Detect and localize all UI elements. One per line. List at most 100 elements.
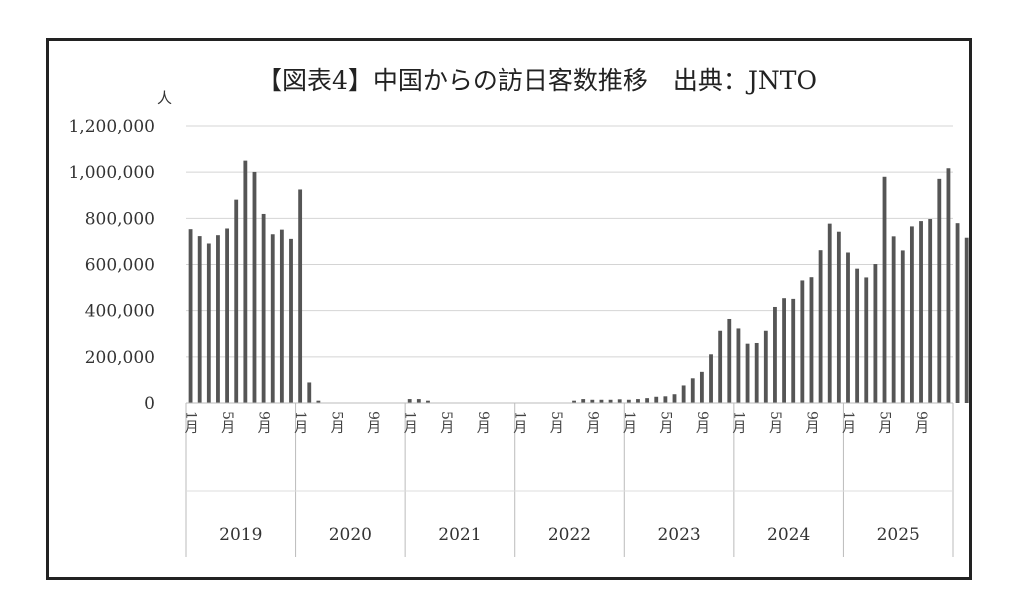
bar (261, 213, 266, 403)
bar (800, 280, 805, 403)
bar (946, 168, 951, 403)
gridlines (186, 125, 953, 358)
bar (928, 219, 933, 403)
year-label: 2022 (548, 525, 591, 545)
month-tick-label: 5月 (329, 411, 345, 435)
bar (188, 229, 193, 403)
bar (754, 342, 759, 403)
bar (773, 306, 777, 403)
bar (864, 277, 869, 403)
month-tick-label: 9月 (256, 411, 272, 435)
bar (270, 234, 275, 403)
month-tick-label: 1月 (402, 411, 418, 435)
bar (316, 400, 321, 403)
month-tick-label: 1月 (621, 411, 637, 435)
bar-chart: 0 200,000 400,000 600,000 800,000 1,000,000 1,… (68, 66, 969, 557)
month-tick-label: 5月 (657, 411, 673, 435)
bar (763, 330, 768, 403)
year-label: 2020 (329, 525, 372, 545)
bar (718, 330, 723, 403)
bar (855, 268, 860, 403)
year-label: 2019 (219, 525, 262, 545)
bar (827, 223, 832, 403)
bar (590, 399, 595, 403)
chart-frame: 0 200,000 400,000 600,000 800,000 1,000,000 1,… (46, 38, 972, 580)
bar (672, 394, 677, 403)
bar (690, 378, 695, 403)
bar (791, 298, 796, 403)
bar (836, 231, 841, 403)
bar (727, 318, 732, 403)
bar (818, 250, 823, 403)
y-tick-label: 800,000 (85, 209, 155, 229)
month-tick-label: 5月 (548, 411, 564, 435)
bar (937, 178, 942, 403)
bar (699, 371, 704, 403)
month-tick-label: 9月 (584, 411, 600, 435)
bar (234, 199, 239, 403)
month-tick-label: 1月 (183, 411, 199, 435)
year-label: 2024 (767, 525, 810, 545)
y-tick-labels: 0 200,000 400,000 600,000 800,000 1,000,000 1,… (68, 117, 155, 414)
bar (307, 382, 312, 403)
bar (279, 229, 284, 403)
bar (407, 399, 412, 403)
bar (955, 223, 960, 403)
bar (873, 264, 878, 403)
bar (572, 400, 576, 403)
bar (846, 252, 850, 403)
bar (709, 354, 713, 403)
year-label: 2025 (877, 525, 920, 545)
month-tick-label: 9月 (913, 411, 929, 435)
bar (654, 396, 659, 403)
month-tick-label: 9月 (365, 411, 381, 435)
year-label: 2021 (438, 525, 481, 545)
bar (891, 236, 896, 403)
bar (964, 237, 969, 403)
month-tick-label: 1月 (730, 411, 746, 435)
bar (197, 236, 202, 403)
bar (289, 238, 293, 403)
month-tick-label: 9月 (694, 411, 710, 435)
month-tick-label: 9月 (475, 411, 491, 435)
bar (599, 399, 604, 403)
y-tick-label: 1,200,000 (68, 117, 155, 137)
month-tick-label: 1月 (292, 411, 308, 435)
y-axis-unit-label: 人 (157, 89, 172, 107)
bar (909, 226, 914, 403)
y-tick-label: 1,000,000 (68, 163, 155, 183)
y-tick-label: 0 (144, 394, 155, 414)
month-tick-label: 5月 (219, 411, 235, 435)
month-tick-label: 5月 (877, 411, 893, 435)
y-tick-label: 400,000 (85, 302, 155, 322)
bar (681, 385, 686, 403)
month-tick-label: 1月 (511, 411, 527, 435)
bar (581, 399, 586, 403)
bar (252, 171, 257, 403)
bar (426, 400, 430, 403)
bar (900, 250, 905, 403)
bar (243, 160, 248, 404)
bar (617, 399, 622, 403)
bar (626, 399, 631, 403)
bars (188, 160, 969, 404)
year-label: 2023 (657, 525, 700, 545)
bar (919, 221, 923, 403)
month-tick-label: 5月 (767, 411, 783, 435)
y-tick-label: 600,000 (85, 256, 155, 276)
chart-title: 【図表4】中国からの訪日客数推移 出典：JNTO (257, 66, 817, 95)
x-tick-labels: 1月 5月 9月 2019 1月 5月 9月 2020 1月 5月 9月 2021 1月 5月 9月 2022… (183, 411, 929, 545)
bar (216, 235, 220, 403)
x-axis (185, 402, 954, 557)
bar (745, 343, 750, 403)
bar (608, 399, 613, 403)
month-tick-label: 5月 (438, 411, 454, 435)
bar (809, 277, 814, 403)
y-tick-label: 200,000 (85, 348, 155, 368)
bar (206, 243, 211, 403)
bar (782, 298, 786, 403)
month-tick-label: 9月 (803, 411, 819, 435)
bar (225, 228, 229, 403)
bar (298, 189, 303, 403)
bar (645, 398, 650, 403)
